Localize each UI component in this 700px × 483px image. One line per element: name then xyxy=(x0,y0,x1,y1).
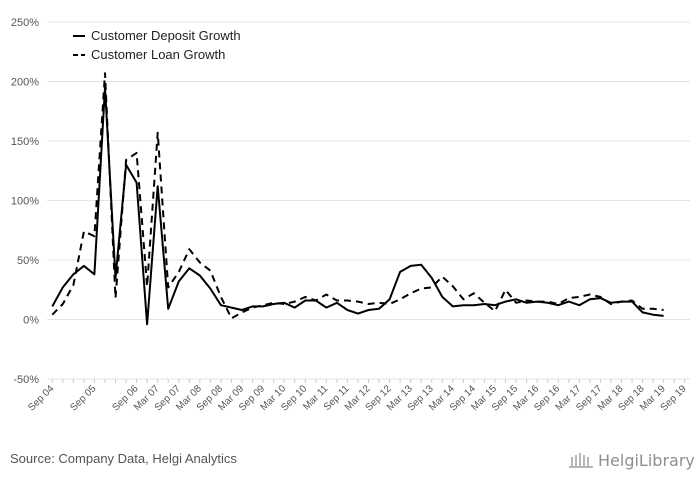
legend-label: Customer Deposit Growth xyxy=(91,28,241,43)
legend-label: Customer Loan Growth xyxy=(91,47,225,62)
customer-loan-growth-line xyxy=(51,72,664,320)
grid-lines xyxy=(47,21,690,380)
y-tick-label: 250% xyxy=(11,17,39,29)
y-tick-label: 200% xyxy=(11,77,39,89)
y-tick-label: 50% xyxy=(17,255,39,267)
y-tick-label: 0% xyxy=(23,315,39,327)
logo-text: HelgiLibrary xyxy=(598,450,695,470)
y-tick-label: 150% xyxy=(11,136,39,148)
y-tick-label: -50% xyxy=(13,374,39,386)
legend: Customer Deposit Growth Customer Loan Gro… xyxy=(73,28,241,62)
helgi-library-logo: HelgiLibrary xyxy=(568,450,695,470)
customer-deposit-growth-line xyxy=(51,86,664,326)
x-tick-label: Sep 04 xyxy=(26,383,56,413)
y-tick-label: 100% xyxy=(11,196,39,208)
series-lines xyxy=(51,72,664,326)
source-note: Source: Company Data, Helgi Analytics xyxy=(10,451,237,466)
library-building-icon xyxy=(569,453,593,468)
x-tick-label: Sep 05 xyxy=(68,383,98,413)
